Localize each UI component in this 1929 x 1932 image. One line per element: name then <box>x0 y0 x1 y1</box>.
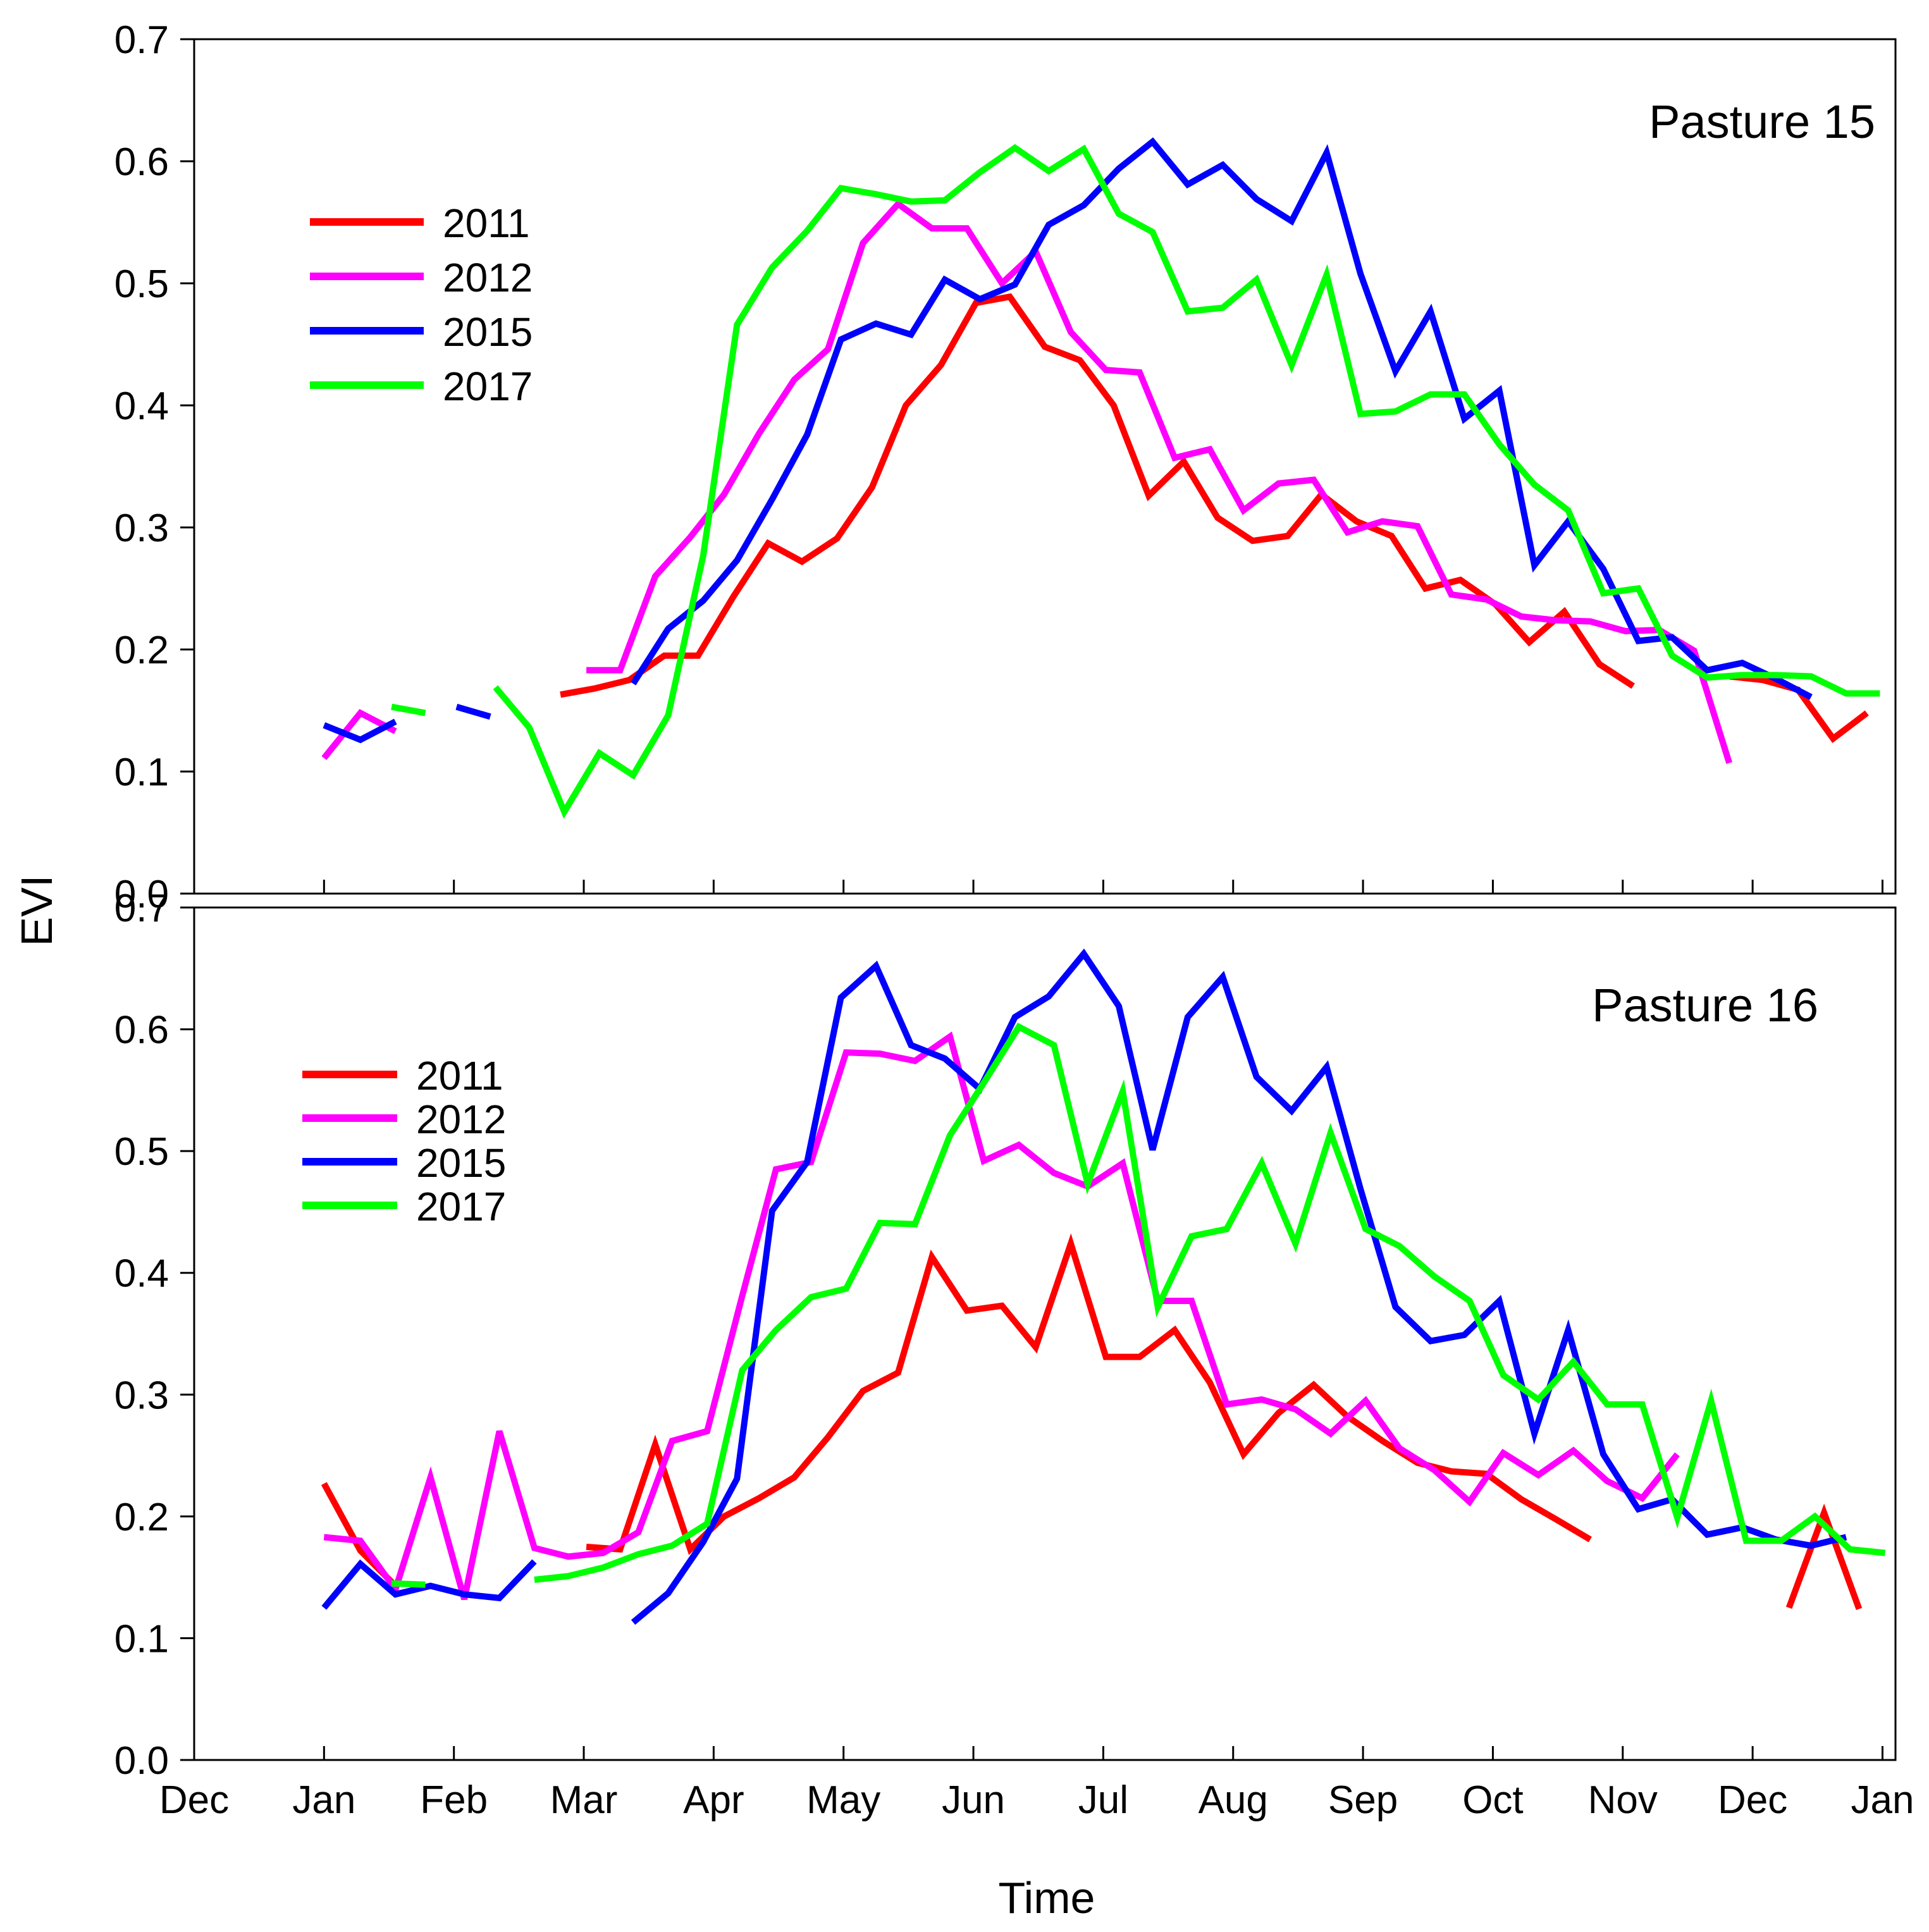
series-line-2017-segment-2 <box>534 1023 1886 1583</box>
series-line-2015-segment-1 <box>321 1559 537 1610</box>
x-axis-title: Time <box>999 1873 1095 1923</box>
x-tick-label-jun: Jun <box>942 1778 1005 1822</box>
legend-label-2015: 2015 <box>443 309 533 355</box>
legend-label-2011: 2011 <box>443 200 530 246</box>
y-tick-label: 0.6 <box>114 140 169 184</box>
y-tick-label: 0.1 <box>114 1617 169 1661</box>
y-axis-title: EVI <box>12 875 61 947</box>
legend-label-2012: 2012 <box>443 255 533 300</box>
x-tick-label-apr: Apr <box>683 1778 744 1822</box>
x-tick-label-feb: Feb <box>420 1778 488 1822</box>
y-tick-label: 0.1 <box>114 751 169 794</box>
legend-label-2012: 2012 <box>416 1097 506 1142</box>
series-line-2015-segment-2 <box>631 948 1847 1625</box>
series-line-2017-segment-1 <box>391 1580 426 1588</box>
series-line-2015-segment-2 <box>455 703 491 720</box>
y-tick-label: 0.3 <box>114 1374 169 1417</box>
y-tick-label: 0.2 <box>114 1496 169 1539</box>
x-tick-label-dec: Dec <box>1718 1778 1787 1822</box>
series-line-2011-segment-1 <box>560 293 1635 698</box>
y-tick-label: 0.2 <box>114 629 169 672</box>
y-tick-label: 0.4 <box>114 385 169 428</box>
x-tick-label-jan: Jan <box>292 1778 355 1822</box>
x-tick-label-mar: Mar <box>550 1778 618 1822</box>
series-line-2011-segment-3 <box>1785 1503 1863 1610</box>
y-tick-label: 0.0 <box>114 873 169 916</box>
x-tick-label-oct: Oct <box>1462 1778 1523 1822</box>
panel-pasture-16: 0.0 0.1 0.2 0.3 0.4 0.5 0.6 0.7 Dec Jan Feb Mar Apr M… <box>114 887 1914 1822</box>
y-tick-label: 0.6 <box>114 1009 169 1052</box>
series-line-2017-segment-1 <box>391 703 426 717</box>
series-line-2012-segment-1 <box>323 1031 1680 1601</box>
x-tick-label-jan: Jan <box>1851 1778 1914 1822</box>
legend-label-2015: 2015 <box>416 1140 506 1186</box>
y-tick-label: 0.5 <box>114 262 169 306</box>
legend: 2011 2012 2015 2017 <box>310 200 533 409</box>
series-line-2015-segment-1 <box>323 718 397 744</box>
y-tick-label: 0.3 <box>114 507 169 550</box>
x-tick-label-sep: Sep <box>1328 1778 1398 1822</box>
x-tick-label-aug: Aug <box>1199 1778 1268 1822</box>
x-tick-label-may: May <box>806 1778 880 1822</box>
legend-label-2011: 2011 <box>416 1053 503 1098</box>
panel-label: Pasture 15 <box>1649 95 1875 148</box>
x-tick-label-jul: Jul <box>1078 1778 1128 1822</box>
y-tick-label: 0.7 <box>114 887 169 930</box>
series-line-2017-segment-2 <box>493 144 1880 819</box>
x-tick-label-nov: Nov <box>1588 1778 1658 1822</box>
plot-frame <box>193 38 1897 895</box>
legend-label-2017: 2017 <box>416 1184 506 1229</box>
y-tick-label: 0.4 <box>114 1252 169 1296</box>
series-line-2012-segment-2 <box>586 199 1732 764</box>
series-line-2012-segment-1 <box>321 709 397 760</box>
plot-frame <box>193 906 1897 1761</box>
panel-label: Pasture 16 <box>1592 979 1818 1031</box>
y-tick-label: 0.5 <box>114 1130 169 1174</box>
y-tick-label: 0.7 <box>114 18 169 62</box>
y-tick-label: 0.0 <box>114 1739 169 1783</box>
series-line-2011-segment-2 <box>1729 673 1869 743</box>
legend-label-2017: 2017 <box>443 364 533 409</box>
x-tick-label-dec: Dec <box>159 1778 229 1822</box>
